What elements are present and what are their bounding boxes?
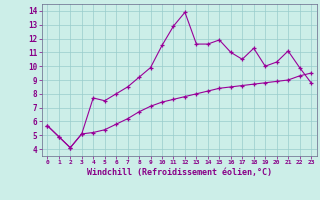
X-axis label: Windchill (Refroidissement éolien,°C): Windchill (Refroidissement éolien,°C) [87, 168, 272, 177]
